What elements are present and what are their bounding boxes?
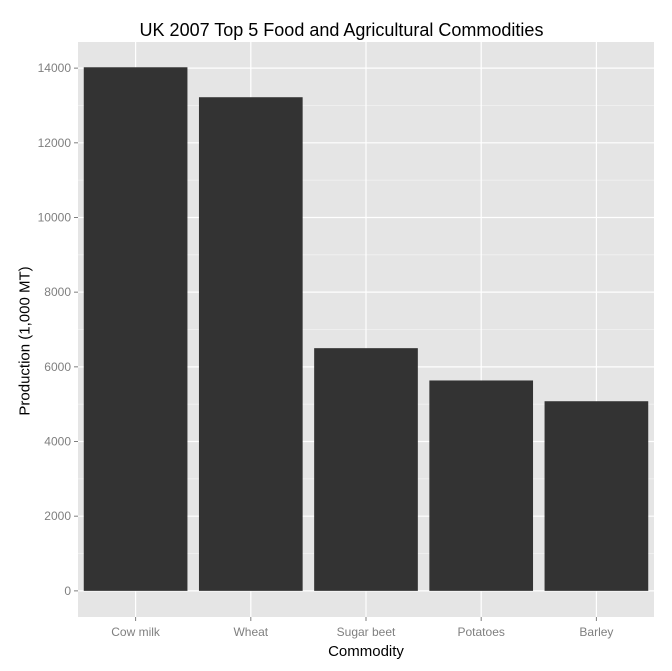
y-tick-label: 14000 [38,61,72,75]
x-tick-label: Barley [579,625,613,639]
x-axis-title: Commodity [328,643,404,660]
bar-wheat [198,97,303,591]
x-tick-label: Sugar beet [337,625,396,639]
x-tick-label: Wheat [233,625,268,639]
bar-barley [544,401,649,591]
y-tick-label: 4000 [44,435,71,449]
y-tick-label: 8000 [44,285,71,299]
y-tick-label: 6000 [44,360,71,374]
x-tick-label: Potatoes [458,625,505,639]
bar-potatoes [429,380,534,591]
bar-cow-milk [83,67,188,591]
chart-title: UK 2007 Top 5 Food and Agricultural Comm… [139,20,544,40]
y-tick-label: 10000 [38,210,72,224]
bar-sugar-beet [314,348,418,591]
x-tick-label: Cow milk [111,625,161,639]
y-tick-label: 2000 [44,509,71,523]
y-tick-label: 12000 [38,136,72,150]
y-tick-label: 0 [64,584,71,598]
